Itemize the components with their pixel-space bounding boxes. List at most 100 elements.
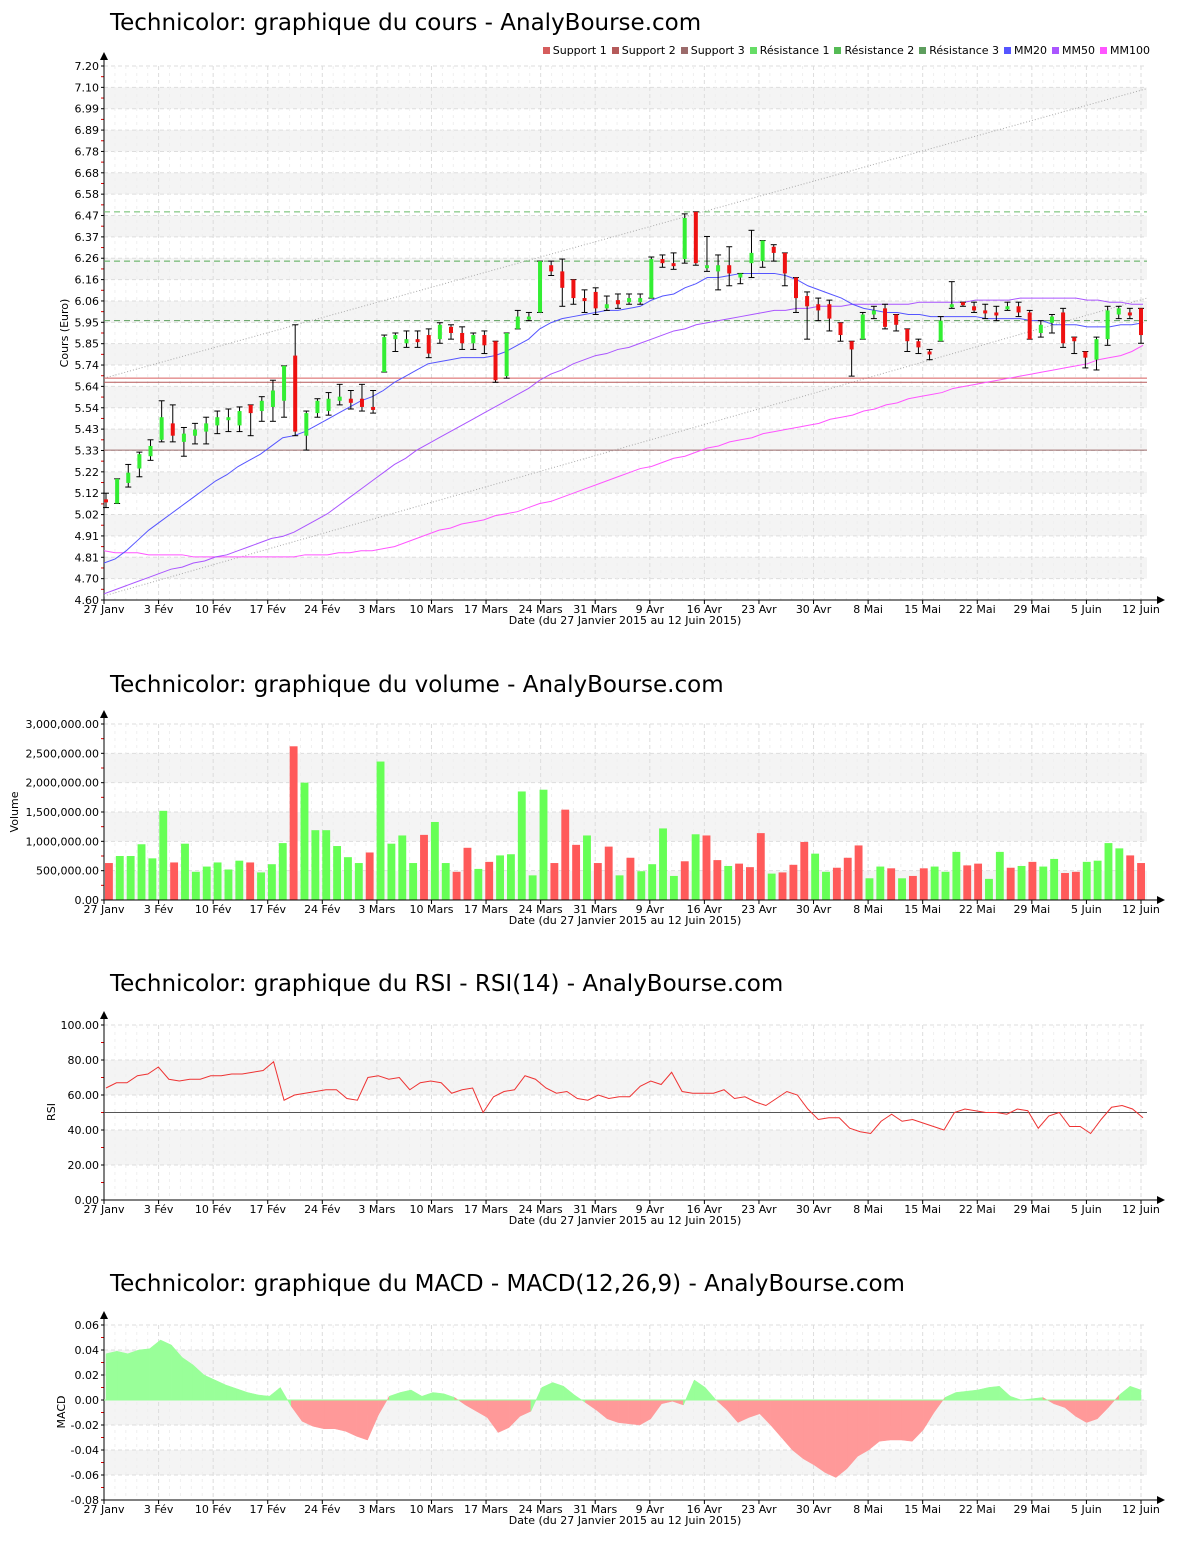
y-tick-label: 500,000.00 <box>36 865 99 878</box>
volume-bar <box>756 833 765 900</box>
volume-bar <box>528 875 537 900</box>
legend-swatch-icon <box>680 47 688 54</box>
candle-body <box>170 423 175 436</box>
macd-area-segment <box>345 1399 357 1437</box>
x-axis-label: Date (du 27 Janvier 2015 au 12 Juin 2015… <box>509 1214 742 1227</box>
volume-bar <box>235 860 244 900</box>
candle-body <box>1083 351 1088 358</box>
candle-body <box>1139 308 1143 336</box>
legend-swatch-icon <box>919 47 927 54</box>
macd-area-segment <box>116 1350 129 1401</box>
macd-area-segment <box>138 1348 150 1401</box>
x-tick-label: 30 Avr <box>796 1203 832 1216</box>
volume-bar <box>659 828 667 900</box>
x-tick-label: 17 Mars <box>464 1203 508 1216</box>
candle-body <box>805 296 810 307</box>
macd-area-segment <box>944 1392 957 1401</box>
grid-band <box>104 514 1147 536</box>
candle-body <box>960 302 965 306</box>
x-tick-label: 31 Mars <box>573 603 617 616</box>
macd-area-segment <box>127 1349 139 1401</box>
x-tick-label: 3 Mars <box>358 1503 395 1516</box>
y-tick-label: 6.68 <box>75 167 100 180</box>
price-chart: 7.20 7.10 6.99 6.89 6.78 6.68 6.58 6.47 6.37 6.26… <box>58 52 1165 627</box>
candle-body <box>1016 306 1021 313</box>
y-tick-label: 6.16 <box>75 274 100 287</box>
legend-label: Résistance 2 <box>844 44 915 57</box>
candle-body <box>315 400 320 414</box>
rsi-line <box>105 1060 1144 1135</box>
y-tick-label: 6.06 <box>75 295 100 308</box>
macd-area-segment <box>704 1386 717 1401</box>
candle-body <box>738 273 743 278</box>
macd-area-segment <box>105 1350 118 1401</box>
candle-body <box>827 304 832 319</box>
volume-bar <box>105 863 113 900</box>
grid-band <box>104 870 1147 900</box>
volume-bar <box>344 857 352 900</box>
macd-area-segment <box>487 1399 499 1434</box>
candle-body <box>972 306 977 311</box>
macd-area-segment <box>857 1399 869 1457</box>
y-tick-label: -0.08 <box>71 1494 99 1507</box>
mm100-line <box>103 344 1144 558</box>
candle-body <box>393 335 398 340</box>
y-tick-label: 1,500,000.00 <box>26 806 99 819</box>
y-tick-label: 80.00 <box>68 1054 100 1067</box>
candle-body <box>226 417 231 421</box>
candle-body <box>627 298 632 303</box>
x-tick-label: 17 Mars <box>464 903 508 916</box>
macd-area-segment <box>606 1399 619 1423</box>
macd-area-segment <box>803 1399 815 1466</box>
macd-area-segment <box>497 1399 510 1433</box>
candle-body <box>860 314 865 340</box>
x-tick-label: 29 Mai <box>1013 1503 1050 1516</box>
volume-bar <box>702 835 711 900</box>
x-tick-label: 9 Avr <box>636 903 665 916</box>
candle-body <box>282 365 287 401</box>
x-tick-label: 5 Juin <box>1071 1503 1102 1516</box>
volume-bar <box>409 863 418 900</box>
candle-body <box>304 413 309 436</box>
macd-area-segment <box>389 1392 401 1401</box>
volume-bar <box>1028 861 1037 900</box>
volume-bar <box>387 843 396 900</box>
volume-bar <box>680 861 689 900</box>
x-tick-label: 10 Fév <box>195 1503 232 1516</box>
trend-channel-lower <box>103 297 1148 597</box>
volume-bar <box>930 866 939 900</box>
x-tick-label: 12 Juin <box>1122 603 1160 616</box>
x-tick-label: 27 Janv <box>84 1203 125 1216</box>
candle-body <box>671 263 676 267</box>
candle-body <box>1072 337 1077 342</box>
volume-bar <box>974 863 983 900</box>
volume-bar <box>941 871 950 900</box>
x-tick-label: 16 Avr <box>687 1203 723 1216</box>
candle-body <box>193 429 198 436</box>
volume-bar <box>615 875 624 900</box>
x-tick-label: 22 Mai <box>959 603 996 616</box>
y-tick-label: 1,000,000.00 <box>26 835 99 848</box>
legend-swatch-icon <box>834 47 842 54</box>
y-tick-label: 6.78 <box>75 145 100 158</box>
y-tick-label: 0.04 <box>75 1344 100 1357</box>
candle-body <box>404 339 409 344</box>
legend-label: Support 3 <box>690 44 745 57</box>
candle-body <box>493 341 498 381</box>
volume-bar <box>995 851 1004 900</box>
macd-area-segment <box>966 1389 978 1401</box>
volume-bar <box>898 878 906 900</box>
candle-body <box>682 217 687 260</box>
legend-label: Résistance 1 <box>759 44 830 57</box>
legend-item: Résistance 2 <box>834 44 914 57</box>
volume-chart: 3,000,000.00 2,500,000.00 2,000,000.00 1,50… <box>8 710 1165 927</box>
candle-body <box>371 406 376 410</box>
volume-bar <box>800 841 809 900</box>
x-tick-label: 24 Fév <box>304 1503 341 1516</box>
grid-band <box>104 557 1147 579</box>
macd-area-segment <box>988 1385 1000 1401</box>
volume-bar <box>463 847 472 900</box>
x-tick-label: 3 Fév <box>144 603 174 616</box>
candle-body <box>148 445 153 457</box>
macd-area-segment <box>824 1399 837 1478</box>
